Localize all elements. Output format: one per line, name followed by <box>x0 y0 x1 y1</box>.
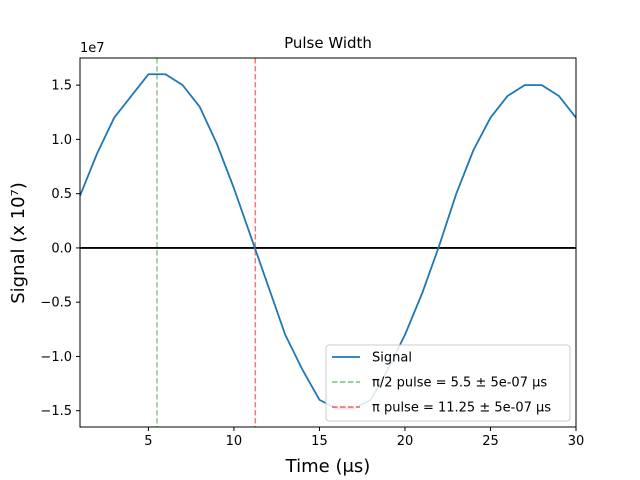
y-offset-label: 1e7 <box>80 41 105 56</box>
legend-label-1: Signal <box>372 351 412 366</box>
x-tick-label: 10 <box>226 434 243 449</box>
y-tick-label: 1.0 <box>51 133 72 148</box>
y-tick-label: −0.5 <box>40 296 72 311</box>
legend-label-3: π pulse = 11.25 ± 5e-07 μs <box>372 401 551 416</box>
y-axis-title: Signal (x 10⁷) <box>8 182 29 304</box>
y-tick-label: 1.5 <box>51 79 72 94</box>
x-tick-label: 15 <box>311 434 328 449</box>
x-tick-label: 20 <box>397 434 414 449</box>
x-axis-title: Time (μs) <box>285 456 371 477</box>
y-tick-label: −1.5 <box>40 404 72 419</box>
x-tick-label: 30 <box>568 434 585 449</box>
y-tick-label: −1.0 <box>40 350 72 365</box>
y-tick-label: 0.5 <box>51 187 72 202</box>
y-tick-label: 0.0 <box>51 241 72 256</box>
chart-title: Pulse Width <box>284 34 372 52</box>
plot-frame <box>79 57 577 428</box>
x-tick-label: 25 <box>482 434 499 449</box>
legend: Signal π/2 pulse = 5.5 ± 5e-07 μs π pulse … <box>325 344 571 422</box>
x-tick-label: 5 <box>144 434 152 449</box>
legend-label-2: π/2 pulse = 5.5 ± 5e-07 μs <box>372 376 547 391</box>
y-axis: −1.5 −1.0 −0.5 0.0 0.5 1.0 1.5 <box>40 79 80 419</box>
x-axis: 5 10 15 20 25 30 <box>144 427 584 449</box>
legend-box <box>325 344 571 422</box>
